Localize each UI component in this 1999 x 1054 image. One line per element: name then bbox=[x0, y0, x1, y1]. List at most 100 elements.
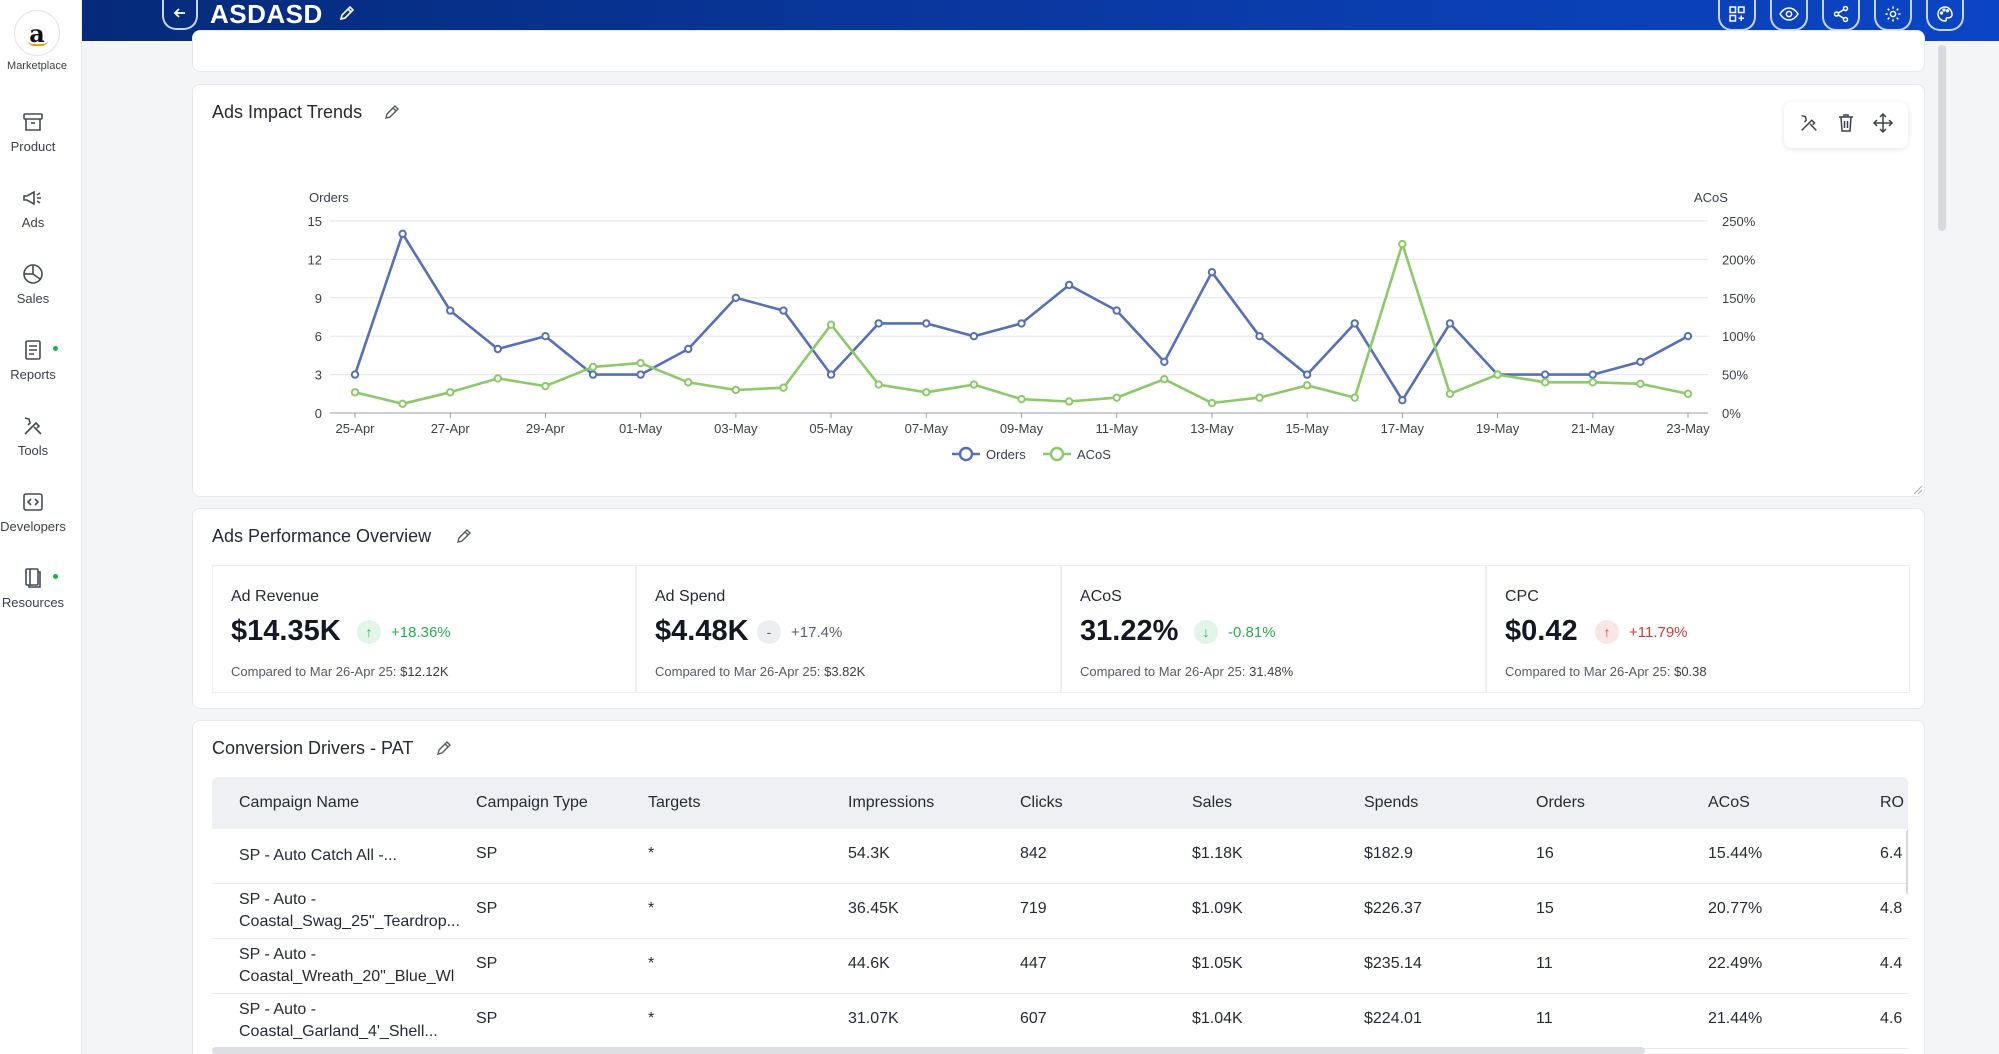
table-horizontal-scrollbar[interactable] bbox=[212, 1047, 1645, 1054]
move-widget-button[interactable] bbox=[1872, 112, 1894, 139]
delete-widget-button[interactable] bbox=[1836, 112, 1856, 139]
kpi-cpc[interactable]: CPC $0.42 ↑ +11.79% Compared to Mar 26-A… bbox=[1486, 565, 1910, 693]
column-header[interactable]: Campaign Name bbox=[239, 794, 360, 811]
legend-marker bbox=[958, 446, 974, 462]
marketplace-switcher[interactable]: a Marketplace bbox=[0, 10, 74, 72]
settings-icon bbox=[1885, 6, 1901, 21]
sidebar-item-sales[interactable]: Sales bbox=[0, 262, 66, 306]
y-tick-label-right: 50% bbox=[1722, 368, 1748, 383]
column-header[interactable]: ACoS bbox=[1708, 794, 1750, 811]
spends-cell: $235.14 bbox=[1364, 955, 1422, 972]
data-point bbox=[1207, 268, 1217, 277]
column-header[interactable]: Impressions bbox=[848, 794, 935, 811]
kpi-value: 31.22% bbox=[1080, 615, 1179, 647]
column-header[interactable]: Clicks bbox=[1020, 794, 1063, 811]
orders-cell: 11 bbox=[1536, 1010, 1553, 1027]
configure-widget-button[interactable] bbox=[1798, 112, 1820, 139]
table-row[interactable]: SP - Auto - Coastal_Swag_25"_Teardrop... … bbox=[212, 884, 1908, 939]
edit-overview-title-button[interactable] bbox=[455, 527, 473, 550]
data-point bbox=[493, 374, 503, 383]
sidebar-item-resources[interactable]: Resources bbox=[0, 566, 66, 610]
data-point bbox=[874, 319, 883, 328]
orders-cell: 16 bbox=[1536, 845, 1554, 862]
kpi-value: $4.48K bbox=[655, 615, 749, 647]
kpi-ad-revenue[interactable]: Ad Revenue $14.35K ↑ +18.36% Compared to… bbox=[212, 565, 636, 693]
y-tick-label-left: 12 bbox=[308, 252, 322, 267]
impressions-cell: 31.07K bbox=[848, 1010, 899, 1027]
table-row[interactable]: SP - Auto Catch All -... SP * 54.3K 842 … bbox=[212, 829, 1908, 884]
kpi-ad-spend[interactable]: Ad Spend $4.48K - +17.4% Compared to Mar… bbox=[636, 565, 1061, 693]
y-tick-label-right: 250% bbox=[1722, 214, 1756, 229]
sidebar-item-tools[interactable]: Tools bbox=[0, 414, 66, 458]
sales-cell: $1.05K bbox=[1192, 955, 1243, 972]
clicks-cell: 719 bbox=[1020, 900, 1047, 917]
sidebar-item-product[interactable]: Product bbox=[0, 110, 66, 154]
legend-marker bbox=[1049, 446, 1065, 462]
column-header[interactable]: Campaign Type bbox=[476, 794, 588, 811]
sidebar-item-developers[interactable]: Developers bbox=[0, 490, 66, 534]
data-point bbox=[922, 388, 931, 397]
ro-cell: 4.6 bbox=[1880, 1010, 1903, 1027]
column-header[interactable]: Targets bbox=[648, 794, 701, 811]
data-point bbox=[684, 378, 693, 387]
table-header: Campaign Name Campaign Type Targets Impr… bbox=[212, 777, 1908, 829]
impressions-cell: 54.3K bbox=[848, 845, 890, 862]
column-header[interactable]: RO bbox=[1880, 794, 1904, 811]
legend-label: ACoS bbox=[1077, 447, 1111, 462]
kpi-compare: Compared to Mar 26-Apr 25: 31.48% bbox=[1080, 664, 1294, 679]
sidebar: a Marketplace Product Ads Sales Reports … bbox=[0, 0, 82, 1054]
resize-handle-icon[interactable] bbox=[1913, 485, 1923, 495]
x-tick-label: 13-May bbox=[1190, 421, 1234, 436]
sidebar-item-ads[interactable]: Ads bbox=[0, 186, 66, 230]
column-header[interactable]: Orders bbox=[1536, 794, 1585, 811]
targets-cell: * bbox=[648, 1010, 655, 1027]
data-point bbox=[1207, 398, 1217, 408]
data-point bbox=[731, 385, 741, 395]
edit-drivers-title-button[interactable] bbox=[435, 739, 453, 762]
sidebar-item-reports[interactable]: Reports bbox=[0, 338, 66, 382]
pencil-icon bbox=[339, 5, 355, 21]
table-vertical-scrollbar[interactable] bbox=[1906, 829, 1908, 895]
campaign-name-cell: SP - Auto - Coastal_Swag_25"_Teardrop... bbox=[239, 891, 460, 930]
data-point bbox=[874, 380, 883, 389]
data-point bbox=[1017, 394, 1026, 404]
sidebar-item-label: Product bbox=[10, 139, 56, 154]
data-point bbox=[1540, 370, 1550, 379]
y-axis-title-right: ACoS bbox=[1694, 190, 1728, 205]
ro-cell: 4.8 bbox=[1880, 900, 1903, 917]
table-row[interactable]: SP - Auto - Coastal_Wreath_20"_Blue_Wl SP… bbox=[212, 939, 1908, 994]
data-point bbox=[1588, 378, 1597, 387]
data-point bbox=[1064, 397, 1074, 406]
x-tick-label: 07-May bbox=[905, 421, 949, 436]
campaign-type-cell: SP bbox=[476, 845, 498, 862]
page-scrollbar[interactable] bbox=[1938, 45, 1946, 231]
edit-title-button[interactable] bbox=[338, 4, 356, 27]
data-point bbox=[398, 399, 407, 408]
table-row[interactable]: SP - Auto - Coastal_Garland_4'_Shell... S… bbox=[212, 994, 1908, 1049]
amazon-logo-icon: a bbox=[14, 10, 60, 56]
edit-trends-title-button[interactable] bbox=[383, 103, 401, 126]
column-header[interactable]: Spends bbox=[1364, 794, 1419, 811]
theme-button[interactable] bbox=[1926, 0, 1964, 31]
data-point bbox=[350, 370, 360, 379]
back-button[interactable] bbox=[162, 0, 198, 30]
conversion-drivers-table: Campaign Name Campaign Type Targets Impr… bbox=[212, 777, 1908, 1054]
x-tick-label: 21-May bbox=[1571, 421, 1615, 436]
data-point bbox=[493, 344, 503, 354]
data-point bbox=[1636, 357, 1645, 366]
ads-performance-overview-card: Ads Performance Overview Ad Revenue $14.… bbox=[192, 508, 1925, 709]
trend-up-icon: ↑ bbox=[357, 620, 381, 644]
kpi-delta: +18.36% bbox=[391, 624, 451, 641]
kpi-compare: Compared to Mar 26-Apr 25: $3.82K bbox=[655, 664, 866, 679]
data-point bbox=[1160, 375, 1169, 384]
data-point bbox=[684, 344, 693, 354]
series-line-orders bbox=[353, 232, 1689, 402]
kpi-acos[interactable]: ACoS 31.22% ↓ -0.81% Compared to Mar 26-… bbox=[1061, 565, 1486, 693]
column-header[interactable]: Sales bbox=[1192, 794, 1233, 811]
x-tick-label: 27-Apr bbox=[431, 421, 471, 436]
data-point bbox=[1398, 396, 1407, 405]
impressions-cell: 36.45K bbox=[848, 900, 899, 917]
move-icon bbox=[1872, 112, 1894, 133]
campaign-type-cell: SP bbox=[476, 1010, 498, 1027]
orders-cell: 15 bbox=[1536, 900, 1554, 917]
